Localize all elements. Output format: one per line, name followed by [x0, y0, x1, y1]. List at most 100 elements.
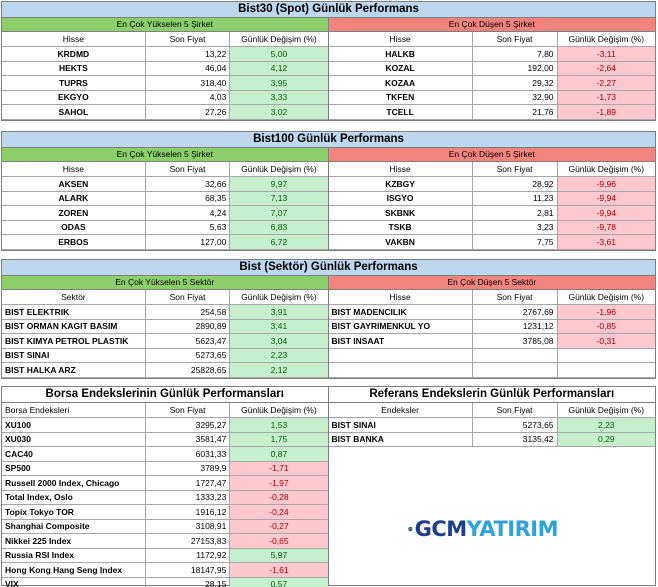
col-gunluk-degisim: Günlük Değişim (%): [557, 32, 655, 47]
sektor-gainers-table: Sektör Son Fiyat Günlük Değişim (%) BIST E…: [2, 290, 328, 378]
col-hisse: Hisse: [328, 162, 473, 177]
bist100-block: Bist100 Günlük Performans En Çok Yüksele…: [1, 131, 656, 251]
table-row: ZOREN 4,24 7,07: [2, 205, 328, 221]
table-row: VAKBN 7,75 -3,61: [328, 234, 655, 250]
col-gunluk-degisim: Günlük Değişim (%): [229, 162, 328, 177]
table-row: VIX 28,15 0,57: [2, 577, 328, 587]
col-gunluk-degisim: Günlük Değişim (%): [557, 403, 655, 418]
table-row: BIST SINAI 5273,65 2,23: [2, 348, 328, 363]
table-row: KOZAL 192,00 -2,64: [328, 61, 655, 76]
table-row: Shanghai Composite 3108,91 -0,27: [2, 519, 328, 534]
table-row: BIST GAYRIMENKUL YO 1231,12 -0,85: [328, 319, 655, 334]
table-row: Russia RSI Index 1172,92 5,97: [2, 548, 328, 563]
table-row: BIST HALKA ARZ 25828,65 2,12: [2, 362, 328, 378]
bist30-losers: En Çok Düşen 5 Şirket Hisse Son Fiyat Günl…: [328, 18, 655, 120]
col-hisse: Hisse: [328, 32, 473, 47]
col-son-fiyat: Son Fiyat: [472, 403, 558, 418]
col-gunluk-degisim: Günlük Değişim (%): [557, 290, 655, 305]
col-son-fiyat: Son Fiyat: [472, 162, 558, 177]
bist100-gainers-table: Hisse Son Fiyat Günlük Değişim (%) AKSEN 32…: [2, 162, 328, 250]
table-row: BIST SINAI 5273,65 2,23: [328, 417, 655, 433]
col-sektor: Sektör: [2, 290, 146, 305]
table-row: ALARK 68,35 7,13: [2, 191, 328, 206]
sektor-title: Bist (Sektör) Günlük Performans: [2, 260, 655, 276]
borsa-title: Borsa Endekslerinin Günlük Performanslar…: [2, 387, 328, 403]
table-row: Total Index, Oslo 1333,23 -0,28: [2, 490, 328, 505]
col-hisse: Hisse: [328, 290, 473, 305]
table-row: TSKB 3,23 -9,78: [328, 220, 655, 235]
bist30-losers-header: En Çok Düşen 5 Şirket: [328, 18, 655, 32]
table-row: BIST MADENCILIK 2767,69 -1,96: [328, 304, 655, 320]
sektor-losers-header: En Çok Düşen 5 Sektör: [328, 276, 655, 290]
col-gunluk-degisim: Günlük Değişim (%): [229, 290, 328, 305]
col-son-fiyat: Son Fiyat: [145, 162, 231, 177]
table-row: HALKB 7,80 -3,11: [328, 46, 655, 62]
col-son-fiyat: Son Fiyat: [472, 32, 558, 47]
table-row: TKFEN 32,90 -1,73: [328, 90, 655, 105]
borsa-section: Borsa Endekslerinin Günlük Performanslar…: [2, 387, 329, 587]
sektor-losers-table: Hisse Son Fiyat Günlük Değişim (%) BIST MA…: [328, 290, 655, 378]
sektor-losers: En Çok Düşen 5 Sektör Hisse Son Fiyat Günl…: [328, 276, 655, 378]
sektor-gainers: En Çok Yükselen 5 Sektör Sektör Son Fiyat…: [2, 276, 329, 378]
table-row: AKSEN 32,66 9,97: [2, 176, 328, 192]
bist100-losers-table: Hisse Son Fiyat Günlük Değişim (%) KZBGY 28…: [328, 162, 655, 250]
table-row: [328, 348, 655, 363]
col-gunluk-degisim: Günlük Değişim (%): [557, 162, 655, 177]
bist30-gainers-header: En Çok Yükselen 5 Şirket: [2, 18, 328, 32]
col-son-fiyat: Son Fiyat: [145, 403, 231, 418]
table-row: Topix Tokyo TOR 1916,12 -0,24: [2, 504, 328, 520]
table-row: EKGYO 4,03 3,33: [2, 90, 328, 105]
table-row: Russell 2000 Index, Chicago 1727,47 -1,97: [2, 475, 328, 491]
col-borsa-endeksleri: Borsa Endeksleri: [2, 403, 146, 418]
bist100-gainers: En Çok Yükselen 5 Şirket Hisse Son Fiyat G…: [2, 148, 329, 250]
bist30-block: Bist30 (Spot) Günlük Performans En Çok Y…: [1, 1, 656, 121]
gcm-yatirim-logo: GCMYATIRIM: [408, 512, 559, 546]
table-row: XU100 3295,27 1,53: [2, 417, 328, 433]
table-row: CAC40 6031,33 0,87: [2, 446, 328, 462]
table-row: SKBNK 2,81 -9,94: [328, 205, 655, 221]
table-row: [328, 362, 655, 378]
col-hisse: Hisse: [2, 162, 146, 177]
bist30-gainers: En Çok Yükselen 5 Şirket Hisse Son Fiyat G…: [2, 18, 329, 120]
table-row: KZBGY 28,92 -9,96: [328, 176, 655, 192]
table-row: BIST INSAAT 3785,08 -0,31: [328, 333, 655, 349]
gcm-globe-icon: [408, 526, 413, 532]
table-row: ERBOS 127,00 6,72: [2, 234, 328, 250]
table-row: XU030 3581,47 1,75: [2, 432, 328, 447]
indices-block: Borsa Endekslerinin Günlük Performanslar…: [1, 386, 656, 587]
bist30-title: Bist30 (Spot) Günlük Performans: [2, 2, 655, 18]
table-row: KRDMD 13,22 5,00: [2, 46, 328, 62]
table-row: Nikkei 225 Index 27153,83 -0,65: [2, 533, 328, 549]
table-row: SP500 3789,9 -1,71: [2, 461, 328, 476]
table-row: ODAS 5,63 6,83: [2, 220, 328, 235]
col-son-fiyat: Son Fiyat: [145, 32, 231, 47]
bist30-gainers-table: Hisse Son Fiyat Günlük Değişim (%) KRDMD 13…: [2, 32, 328, 120]
col-son-fiyat: Son Fiyat: [472, 290, 558, 305]
table-row: TUPRS 318,40 3,95: [2, 75, 328, 91]
table-row: TCELL 21,76 -1,89: [328, 104, 655, 120]
table-row: BIST ELEKTRIK 254,58 3,91: [2, 304, 328, 320]
table-row: BIST BANKA 3135,42 0,29: [328, 432, 655, 447]
referans-title: Referans Endekslerin Günlük Performansla…: [328, 387, 655, 403]
bist100-losers-header: En Çok Düşen 5 Şirket: [328, 148, 655, 162]
sektor-gainers-header: En Çok Yükselen 5 Sektör: [2, 276, 328, 290]
borsa-table: Borsa Endeksleri Son Fiyat Günlük Değişim …: [2, 403, 328, 587]
table-row: ISGYO 11,23 -9,94: [328, 191, 655, 206]
table-row: BIST ORMAN KAGIT BASIM 2890,89 3,41: [2, 319, 328, 334]
col-endeksler: Endeksler: [328, 403, 473, 418]
col-hisse: Hisse: [2, 32, 146, 47]
bist100-gainers-header: En Çok Yükselen 5 Şirket: [2, 148, 328, 162]
table-row: HEKTS 46,04 4,12: [2, 61, 328, 76]
bist100-losers: En Çok Düşen 5 Şirket Hisse Son Fiyat Günl…: [328, 148, 655, 250]
table-row: Hong Kong Hang Seng Index 18147,95 -1,61: [2, 562, 328, 578]
col-gunluk-degisim: Günlük Değişim (%): [229, 403, 328, 418]
bist30-losers-table: Hisse Son Fiyat Günlük Değişim (%) HALKB 7,…: [328, 32, 655, 120]
table-row: SAHOL 27,26 3,02: [2, 104, 328, 120]
col-son-fiyat: Son Fiyat: [145, 290, 231, 305]
col-gunluk-degisim: Günlük Değişim (%): [229, 32, 328, 47]
table-row: KOZAA 29,32 -2,27: [328, 75, 655, 91]
bist100-title: Bist100 Günlük Performans: [2, 132, 655, 148]
logo-text: GCMYATIRIM: [414, 517, 559, 541]
sektor-block: Bist (Sektör) Günlük Performans En Çok Y…: [1, 259, 656, 379]
